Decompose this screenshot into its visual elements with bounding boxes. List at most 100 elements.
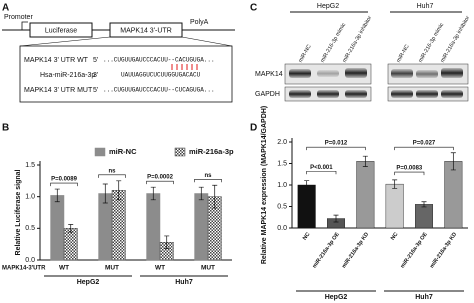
significance-bracket [50,182,78,187]
panel-label: A [2,3,9,14]
seq-label: MAPK14 3' UTR WT [24,57,89,64]
significance-bracket [194,178,222,183]
y-tick-label: 2.0 [277,139,287,146]
bar [444,161,463,229]
seq-label: Hsa-miR-216a-3p [40,72,95,79]
x-tick-label: NC [390,232,399,242]
group-label: HepG2 [325,294,348,301]
legend-swatch [174,147,186,157]
significance-label: P=0.012 [325,141,348,147]
promoter-label: Promoter [4,14,33,21]
group-label: Huh7 [417,3,434,10]
y-tick-label: 0.5 [277,203,287,210]
error-bar [421,201,427,208]
y-tick-label: 0.0 [25,257,35,264]
group-label: HepG2 [317,3,339,10]
western-blot: HepG2 Huh7 miR-NC miR-216-3p mimic miR-2… [255,3,472,102]
x-tick-label: MUT [105,265,119,272]
error-bar [362,155,368,167]
error-bar [450,152,456,171]
y-tick-label: 0.5 [25,225,35,232]
panel-label: B [2,123,9,134]
bar [194,193,209,261]
error-bar [150,186,156,201]
bar [63,228,78,261]
x-tick-label: WT [155,265,165,272]
significance-bracket [146,180,174,185]
x-tick-label: miR-216a-3p KD [429,232,458,270]
error-bar [333,214,339,223]
seq-end: 5' [93,57,98,64]
x-axis-title: MAPK14-3'UTR [2,266,46,272]
legend-swatch [94,147,106,157]
significance-label: P=0.027 [413,141,436,147]
group-label: Huh7 [415,294,433,301]
group-label: HepG2 [77,279,100,286]
sequence: UAUUAGGUCUCUUGGUGACACU [121,72,201,79]
significance-label: P=0.0002 [147,175,174,181]
error-bar [212,184,218,209]
error-bar [54,188,60,203]
x-tick-label: miR-216a-3p OE [312,231,341,269]
lane-label: miR-216a-3p inhibitor [440,15,472,64]
x-tick-label: MUT [201,265,215,272]
error-bar [116,180,122,201]
y-tick-label: 0.0 [277,225,287,232]
seq-end: 3' [93,72,98,79]
legend-label: miR-216a-3p [189,147,234,156]
significance-label: P<0.001 [310,165,333,171]
bar [111,190,126,261]
x-tick-label: miR-216a-3p KD [341,232,370,270]
bar [385,183,404,229]
significance-label: ns [204,173,212,179]
utr-label: MAPK14 3'-UTR [120,27,172,34]
error-bar [164,235,170,249]
x-tick-label: miR-216a-3p OE [400,231,429,269]
significance-label: P=0.0083 [396,166,423,172]
error-bar [198,186,204,201]
error-bar [102,183,108,204]
significance-bracket [98,174,126,178]
y-tick-label: 1.0 [25,194,35,201]
group-label: Huh7 [175,279,193,286]
construct: Promoter Luciferase MAPK14 3'-UTR PolyA … [2,14,235,103]
significance-bracket [306,146,366,151]
y-axis-title: Relative Luciferase signal [15,169,22,255]
sequence: ...CUGUUGAUCCCACUU--CACUGUGA... [103,57,215,64]
pairing-lines [171,64,198,70]
significance-bracket [394,146,454,151]
bar [297,184,316,229]
significance-label: P=0.0089 [51,177,78,183]
bar [146,193,161,261]
panel-label: C [250,3,257,14]
sequence: ...CUGUUGAUCCCACUU--CUCAGUGA... [103,87,215,94]
x-tick-label: WT [59,265,69,272]
bar [415,204,434,229]
significance-bracket [394,171,425,176]
legend-label: miR-NC [109,147,137,156]
lane-label: miR-NC [396,44,411,64]
lane-label: miR-216a-3p inhibitor [342,15,374,64]
error-bar [392,179,398,189]
bar [50,195,65,261]
seq-label: MAPK14 3' UTR MUT [24,87,93,94]
y-axis-title: Relative MAPK14 expression (MAPK14/GAPDH… [261,106,268,264]
bar [356,161,375,229]
bar [98,193,113,261]
row-label: MAPK14 [255,71,283,78]
lane-label: miR-NC [298,44,313,64]
y-tick-label: 1.5 [277,160,287,167]
y-tick-label: 1.0 [277,182,287,189]
significance-bracket [306,170,337,175]
x-tick-label: NC [302,232,311,242]
significance-label: ns [108,168,116,174]
error-bar [68,224,74,233]
row-label: GAPDH [255,91,280,98]
panel-label: D [250,123,257,134]
polya-label: PolyA [190,19,209,26]
seq-end: 5' [93,87,98,94]
y-tick-label: 1.5 [25,162,35,169]
luciferase-label: Luciferase [45,27,77,34]
error-bar [304,180,310,190]
